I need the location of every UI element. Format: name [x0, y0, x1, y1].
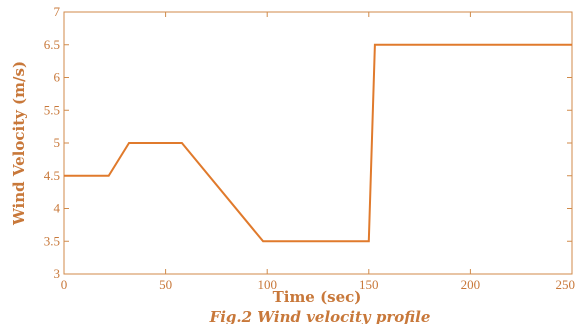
y-tick-label: 7: [54, 4, 61, 19]
y-tick-label: 3: [54, 266, 61, 281]
x-tick-label: 100: [257, 277, 277, 292]
y-tick-label: 5: [54, 135, 61, 150]
y-tick-label: 4.5: [44, 168, 60, 183]
figure-caption: Fig.2 Wind velocity profile: [209, 308, 431, 324]
x-tick-label: 150: [359, 277, 379, 292]
y-tick-label: 6.5: [44, 37, 60, 52]
x-tick-label: 0: [61, 277, 68, 292]
series-layer: [64, 43, 572, 243]
y-axis-title: Wind Velocity (m/s): [10, 61, 28, 226]
y-tick-label: 4: [54, 201, 61, 216]
x-tick-label: 50: [159, 277, 172, 292]
x-axis-ticks: 0 50 100 150 200 250: [61, 12, 575, 292]
x-axis-title: Time (sec): [273, 288, 362, 306]
x-tick-label: 200: [461, 277, 481, 292]
y-tick-label: 3.5: [44, 233, 60, 248]
x-tick-label: 250: [556, 277, 576, 292]
y-tick-label: 5.5: [44, 102, 60, 117]
y-tick-label: 6: [54, 70, 61, 85]
wind-velocity-series-line: [64, 43, 572, 243]
